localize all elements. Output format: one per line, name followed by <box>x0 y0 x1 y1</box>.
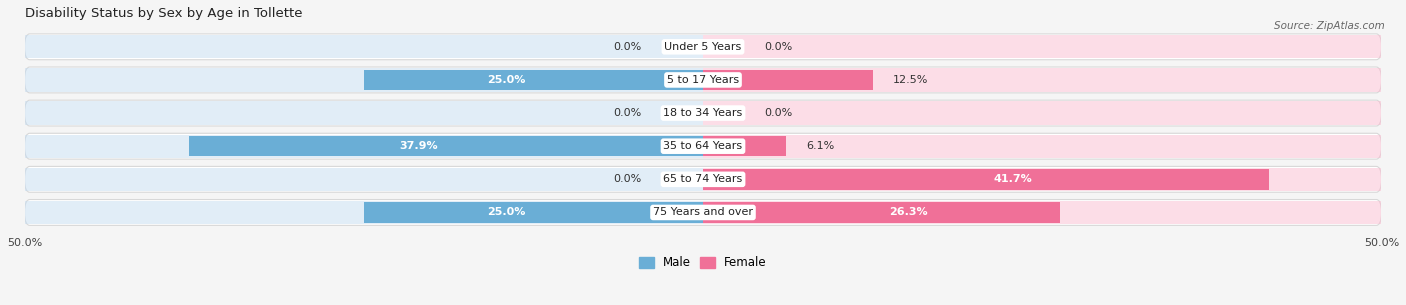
Bar <box>24 102 703 125</box>
Text: 41.7%: 41.7% <box>994 174 1032 184</box>
Text: 5 to 17 Years: 5 to 17 Years <box>666 75 740 85</box>
Bar <box>703 102 1382 125</box>
Bar <box>703 135 1382 158</box>
Bar <box>188 136 703 156</box>
FancyBboxPatch shape <box>24 100 1382 126</box>
Bar <box>24 68 703 92</box>
Bar <box>24 201 703 224</box>
Legend: Male, Female: Male, Female <box>634 252 772 274</box>
Text: Under 5 Years: Under 5 Years <box>665 42 741 52</box>
Text: 6.1%: 6.1% <box>806 141 834 151</box>
Text: 37.9%: 37.9% <box>399 141 439 151</box>
FancyBboxPatch shape <box>24 133 1382 159</box>
Text: 12.5%: 12.5% <box>893 75 928 85</box>
Text: 0.0%: 0.0% <box>613 42 643 52</box>
Text: 0.0%: 0.0% <box>613 174 643 184</box>
Bar <box>24 168 703 191</box>
Bar <box>364 70 703 90</box>
FancyBboxPatch shape <box>24 34 1382 60</box>
Text: 0.0%: 0.0% <box>763 108 793 118</box>
Bar <box>703 136 786 156</box>
Text: 25.0%: 25.0% <box>486 75 526 85</box>
Text: 0.0%: 0.0% <box>763 42 793 52</box>
Bar <box>24 35 703 58</box>
Bar <box>364 202 703 223</box>
Text: 0.0%: 0.0% <box>613 108 643 118</box>
Bar <box>703 201 1382 224</box>
Bar <box>703 68 1382 92</box>
Bar <box>703 169 1268 190</box>
Text: Disability Status by Sex by Age in Tollette: Disability Status by Sex by Age in Tolle… <box>24 7 302 20</box>
Text: Source: ZipAtlas.com: Source: ZipAtlas.com <box>1274 21 1385 31</box>
Text: 35 to 64 Years: 35 to 64 Years <box>664 141 742 151</box>
FancyBboxPatch shape <box>24 67 1382 93</box>
Text: 75 Years and over: 75 Years and over <box>652 207 754 217</box>
Bar <box>703 168 1382 191</box>
Text: 26.3%: 26.3% <box>889 207 928 217</box>
FancyBboxPatch shape <box>24 167 1382 192</box>
Bar <box>703 70 873 90</box>
Text: 18 to 34 Years: 18 to 34 Years <box>664 108 742 118</box>
Bar <box>703 35 1382 58</box>
FancyBboxPatch shape <box>24 199 1382 225</box>
Text: 65 to 74 Years: 65 to 74 Years <box>664 174 742 184</box>
Text: 25.0%: 25.0% <box>486 207 526 217</box>
Bar <box>24 135 703 158</box>
Bar <box>703 202 1060 223</box>
